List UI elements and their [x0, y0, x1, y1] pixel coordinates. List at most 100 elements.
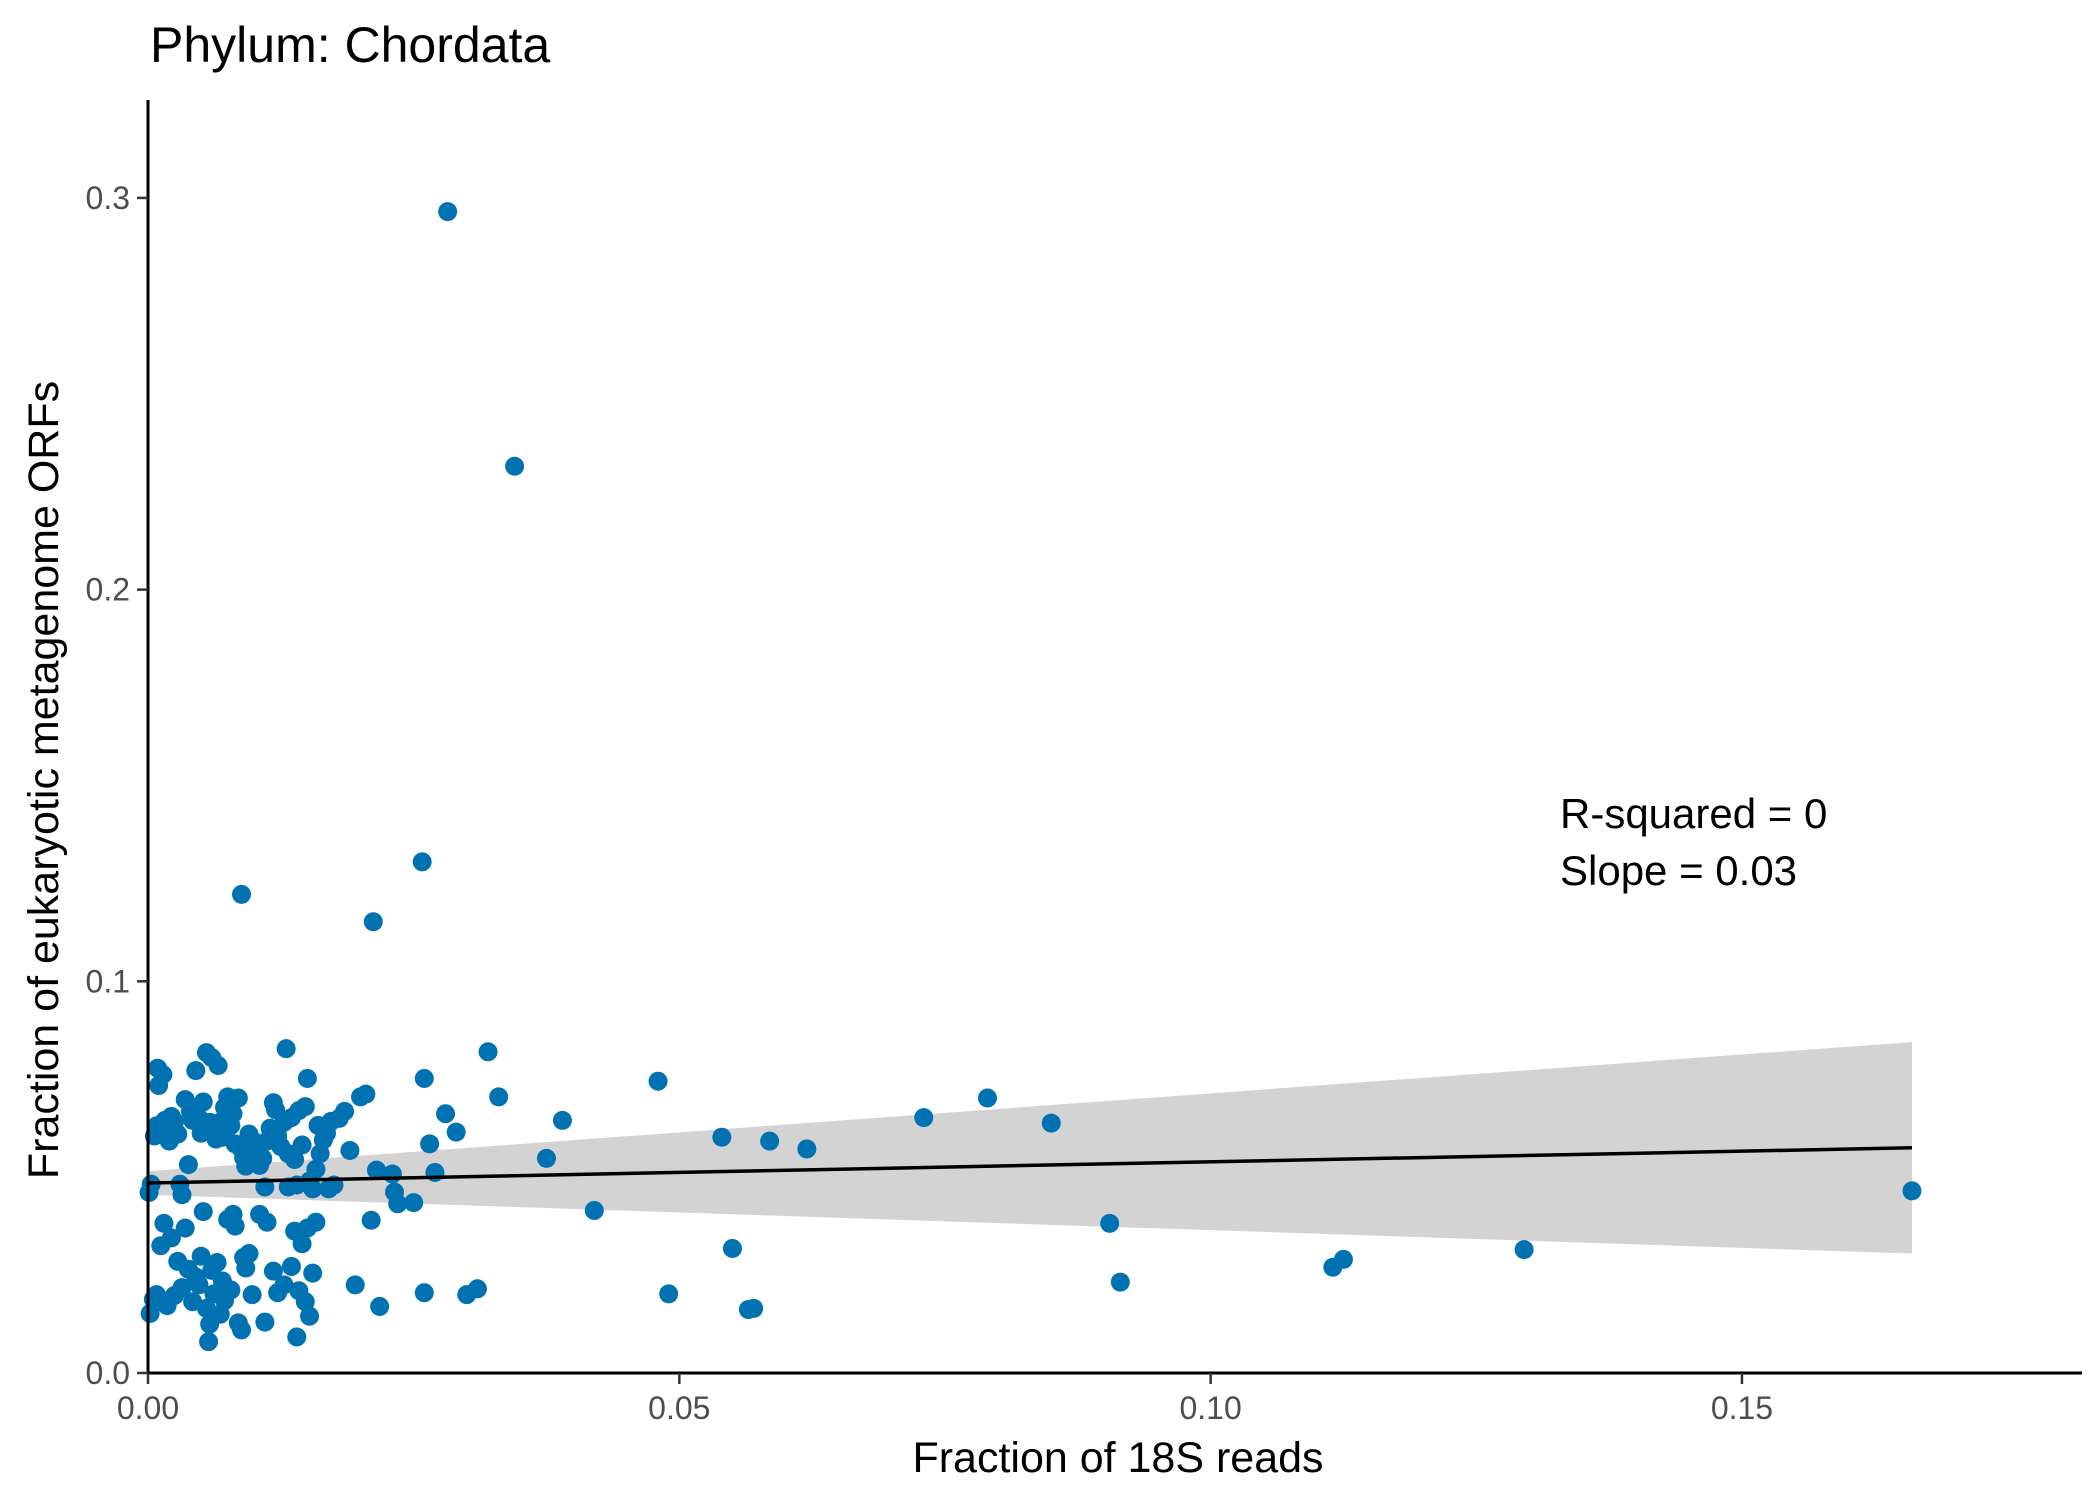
chart-title: Phylum: Chordata	[150, 17, 550, 73]
data-point	[276, 1039, 296, 1059]
data-point	[414, 1283, 434, 1303]
data-point	[199, 1332, 219, 1352]
data-point	[1333, 1249, 1353, 1269]
x-tick-label: 0.15	[1711, 1390, 1773, 1426]
data-point	[1514, 1240, 1534, 1260]
data-point	[191, 1246, 211, 1266]
data-point	[172, 1185, 192, 1205]
data-point	[404, 1193, 424, 1213]
data-point	[438, 202, 458, 222]
data-point	[722, 1238, 742, 1258]
data-point	[154, 1213, 174, 1233]
data-point	[412, 852, 432, 872]
data-point	[278, 1177, 298, 1197]
data-point	[287, 1327, 307, 1347]
data-point	[363, 912, 383, 932]
data-point	[295, 1292, 315, 1312]
data-point	[255, 1312, 275, 1332]
data-point	[208, 1056, 228, 1076]
y-tick-label: 0.0	[86, 1355, 130, 1391]
data-point	[335, 1101, 355, 1121]
data-point	[193, 1202, 213, 1222]
data-point	[306, 1212, 326, 1232]
data-point	[712, 1127, 732, 1147]
data-point	[370, 1296, 390, 1316]
data-point	[207, 1253, 227, 1273]
data-point	[366, 1160, 386, 1180]
slope-annotation: Slope = 0.03	[1560, 847, 1797, 894]
data-point	[420, 1134, 440, 1154]
data-point	[303, 1179, 323, 1199]
y-tick-label: 0.1	[86, 963, 130, 999]
data-point	[285, 1150, 305, 1170]
data-point	[161, 1228, 181, 1248]
r-squared-annotation: R-squared = 0	[1560, 790, 1827, 837]
data-point	[193, 1092, 213, 1112]
data-point	[153, 1065, 173, 1085]
x-tick-label: 0.05	[648, 1390, 710, 1426]
data-point	[232, 884, 252, 904]
data-point	[914, 1108, 934, 1128]
confidence-band	[148, 1042, 1912, 1254]
data-point	[977, 1088, 997, 1108]
data-point	[1110, 1272, 1130, 1292]
data-point	[232, 1320, 252, 1340]
data-point	[236, 1258, 256, 1278]
y-axis-title: Fraction of eukaryotic metagenome ORFs	[20, 381, 68, 1179]
data-point	[340, 1141, 360, 1161]
data-point	[297, 1068, 317, 1088]
regression-line	[147, 1146, 1913, 1185]
data-point	[221, 1280, 241, 1300]
data-point	[300, 1306, 320, 1326]
x-tick-label: 0.00	[117, 1390, 179, 1426]
data-point	[263, 1261, 283, 1281]
data-point	[1902, 1181, 1922, 1201]
data-point	[172, 1278, 192, 1298]
data-point	[274, 1275, 294, 1295]
data-point	[292, 1135, 312, 1155]
data-point	[257, 1212, 277, 1232]
data-point	[467, 1279, 487, 1299]
data-point	[436, 1104, 456, 1124]
data-point	[536, 1148, 556, 1168]
data-point	[648, 1071, 668, 1091]
data-point	[382, 1164, 402, 1184]
data-point	[1100, 1213, 1120, 1233]
data-point	[744, 1298, 764, 1318]
data-point	[760, 1131, 780, 1151]
data-point	[189, 1275, 209, 1295]
data-point	[175, 1218, 195, 1238]
data-point	[388, 1194, 408, 1214]
data-point	[414, 1068, 434, 1088]
data-point	[306, 1159, 326, 1179]
data-point	[505, 456, 525, 476]
data-point	[225, 1216, 245, 1236]
data-point	[281, 1256, 301, 1276]
data-point	[292, 1234, 312, 1254]
data-point	[356, 1084, 376, 1104]
data-point	[552, 1110, 572, 1130]
data-point	[478, 1042, 498, 1062]
x-axis-title: Fraction of 18S reads	[912, 1434, 1323, 1482]
data-point	[659, 1284, 679, 1304]
y-tick-label: 0.3	[86, 180, 130, 216]
data-point	[228, 1088, 248, 1108]
data-point	[242, 1285, 262, 1305]
data-point	[361, 1210, 381, 1230]
data-point	[239, 1244, 259, 1264]
data-point	[584, 1200, 604, 1220]
data-point	[178, 1155, 198, 1175]
data-point	[223, 1104, 243, 1124]
data-point	[295, 1097, 315, 1117]
data-point	[303, 1263, 323, 1283]
data-point	[186, 1061, 206, 1081]
data-point	[797, 1139, 817, 1159]
data-point	[489, 1087, 509, 1107]
data-point	[345, 1275, 365, 1295]
data-point	[253, 1148, 273, 1168]
data-point	[446, 1122, 466, 1142]
y-tick-label: 0.2	[86, 572, 130, 608]
x-tick-label: 0.10	[1179, 1390, 1241, 1426]
data-point	[168, 1124, 188, 1144]
